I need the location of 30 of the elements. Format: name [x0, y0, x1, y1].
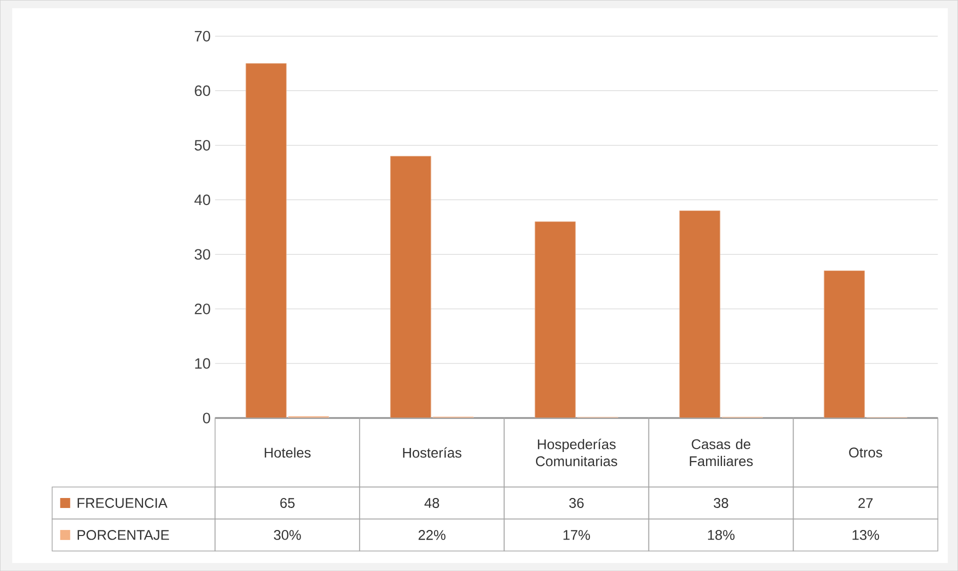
x-tick-label: Otros: [849, 447, 882, 458]
bar: [679, 210, 720, 418]
data-label: 13%: [852, 530, 880, 540]
data-label: 36: [569, 498, 584, 508]
legend-label: PORCENTAJE: [78, 530, 169, 540]
bar: [824, 270, 865, 418]
data-label: 30%: [274, 530, 301, 540]
data-label: 18%: [708, 530, 735, 540]
data-label: 38: [714, 498, 728, 508]
x-tick-label: Hoteles: [264, 447, 311, 458]
legend-label: FRECUENCIA: [78, 498, 168, 508]
data-label: 65: [280, 498, 295, 508]
y-tick-label: 40: [194, 194, 210, 206]
x-tick-label: Hosterías: [403, 447, 462, 458]
bar: [390, 156, 432, 418]
data-label: 27: [858, 498, 873, 508]
y-tick-label: 30: [194, 248, 210, 260]
data-label: 17%: [564, 530, 590, 540]
x-tick-label: Casas de Familiares: [690, 438, 753, 466]
data-label: 22%: [418, 530, 446, 540]
y-tick-label: 0: [203, 412, 210, 424]
x-tick-label: Hospederías Comunitarias: [536, 438, 618, 466]
bar: [534, 221, 576, 418]
y-tick-label: 50: [194, 140, 210, 150]
y-tick-label: 10: [195, 358, 210, 369]
y-tick-label: 60: [194, 85, 210, 96]
y-tick-label: 20: [194, 304, 210, 314]
y-tick-label: 70: [194, 30, 210, 42]
bar: [246, 63, 287, 418]
data-label: 48: [424, 498, 440, 508]
